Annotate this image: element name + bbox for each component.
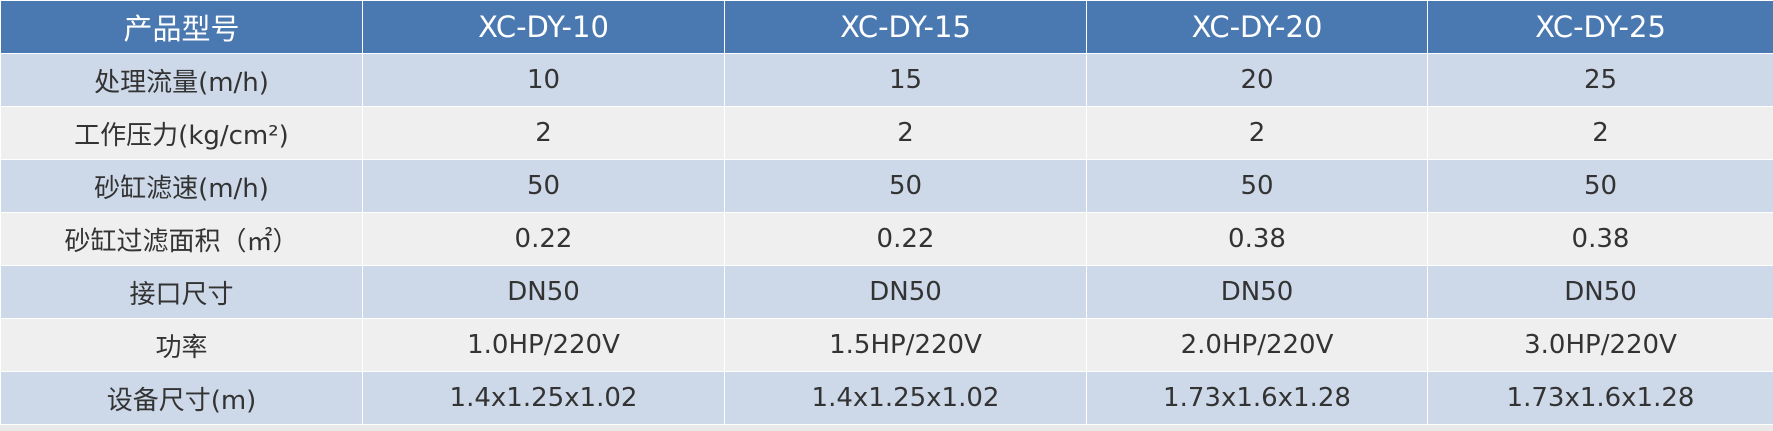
table-cell: 20 <box>1086 53 1428 107</box>
table-row: 处理流量(m/h) 10 15 20 25 <box>0 53 1773 107</box>
header-cell: XC-DY-20 <box>1086 0 1428 54</box>
table-cell: DN50 <box>362 265 725 319</box>
row-label: 工作压力(kg/cm²) <box>0 106 363 160</box>
table-cell: 1.5HP/220V <box>724 318 1087 372</box>
table-cell: 0.38 <box>1086 212 1428 266</box>
table-cell: 0.22 <box>362 212 725 266</box>
table-cell: 1.4x1.25x1.02 <box>362 371 725 425</box>
table-cell: 0.38 <box>1427 212 1773 266</box>
row-label: 接口尺寸 <box>0 265 363 319</box>
header-cell: XC-DY-10 <box>362 0 725 54</box>
table-cell: 2 <box>362 106 725 160</box>
table-cell: 2.0HP/220V <box>1086 318 1428 372</box>
table-cell: 1.73x1.6x1.28 <box>1086 371 1428 425</box>
table-cell: 10 <box>362 53 725 107</box>
header-cell: XC-DY-25 <box>1427 0 1773 54</box>
header-cell: XC-DY-15 <box>724 0 1087 54</box>
table-cell: DN50 <box>1086 265 1428 319</box>
row-label: 砂缸滤速(m/h) <box>0 159 363 213</box>
header-cell: 产品型号 <box>0 0 363 54</box>
table-row: 砂缸过滤面积（㎡） 0.22 0.22 0.38 0.38 <box>0 212 1773 266</box>
table-cell: 50 <box>1427 159 1773 213</box>
table-row: 接口尺寸 DN50 DN50 DN50 DN50 <box>0 265 1773 319</box>
table-cell: 2 <box>1086 106 1428 160</box>
table-row: 工作压力(kg/cm²) 2 2 2 2 <box>0 106 1773 160</box>
row-label: 功率 <box>0 318 363 372</box>
table-cell: 25 <box>1427 53 1773 107</box>
table-cell: 1.4x1.25x1.02 <box>724 371 1087 425</box>
table-cell: 50 <box>724 159 1087 213</box>
table-cell: DN50 <box>724 265 1087 319</box>
row-label: 处理流量(m/h) <box>0 53 363 107</box>
row-label: 砂缸过滤面积（㎡） <box>0 212 363 266</box>
table-cell: 2 <box>1427 106 1773 160</box>
row-label: 设备尺寸(m) <box>0 371 363 425</box>
table-row: 砂缸滤速(m/h) 50 50 50 50 <box>0 159 1773 213</box>
table-cell: 3.0HP/220V <box>1427 318 1773 372</box>
table-cell: DN50 <box>1427 265 1773 319</box>
table-row: 设备尺寸(m) 1.4x1.25x1.02 1.4x1.25x1.02 1.73x1.… <box>0 371 1773 425</box>
table-cell: 50 <box>1086 159 1428 213</box>
table-cell: 2 <box>724 106 1087 160</box>
table-cell: 0.22 <box>724 212 1087 266</box>
table-cell: 50 <box>362 159 725 213</box>
table-cell: 1.73x1.6x1.28 <box>1427 371 1773 425</box>
table-cell: 15 <box>724 53 1087 107</box>
table-row: 功率 1.0HP/220V 1.5HP/220V 2.0HP/220V 3.0HP/22… <box>0 318 1773 372</box>
table-cell: 1.0HP/220V <box>362 318 725 372</box>
header-row: 产品型号 XC-DY-10 XC-DY-15 XC-DY-20 XC-DY-25 <box>0 0 1773 54</box>
